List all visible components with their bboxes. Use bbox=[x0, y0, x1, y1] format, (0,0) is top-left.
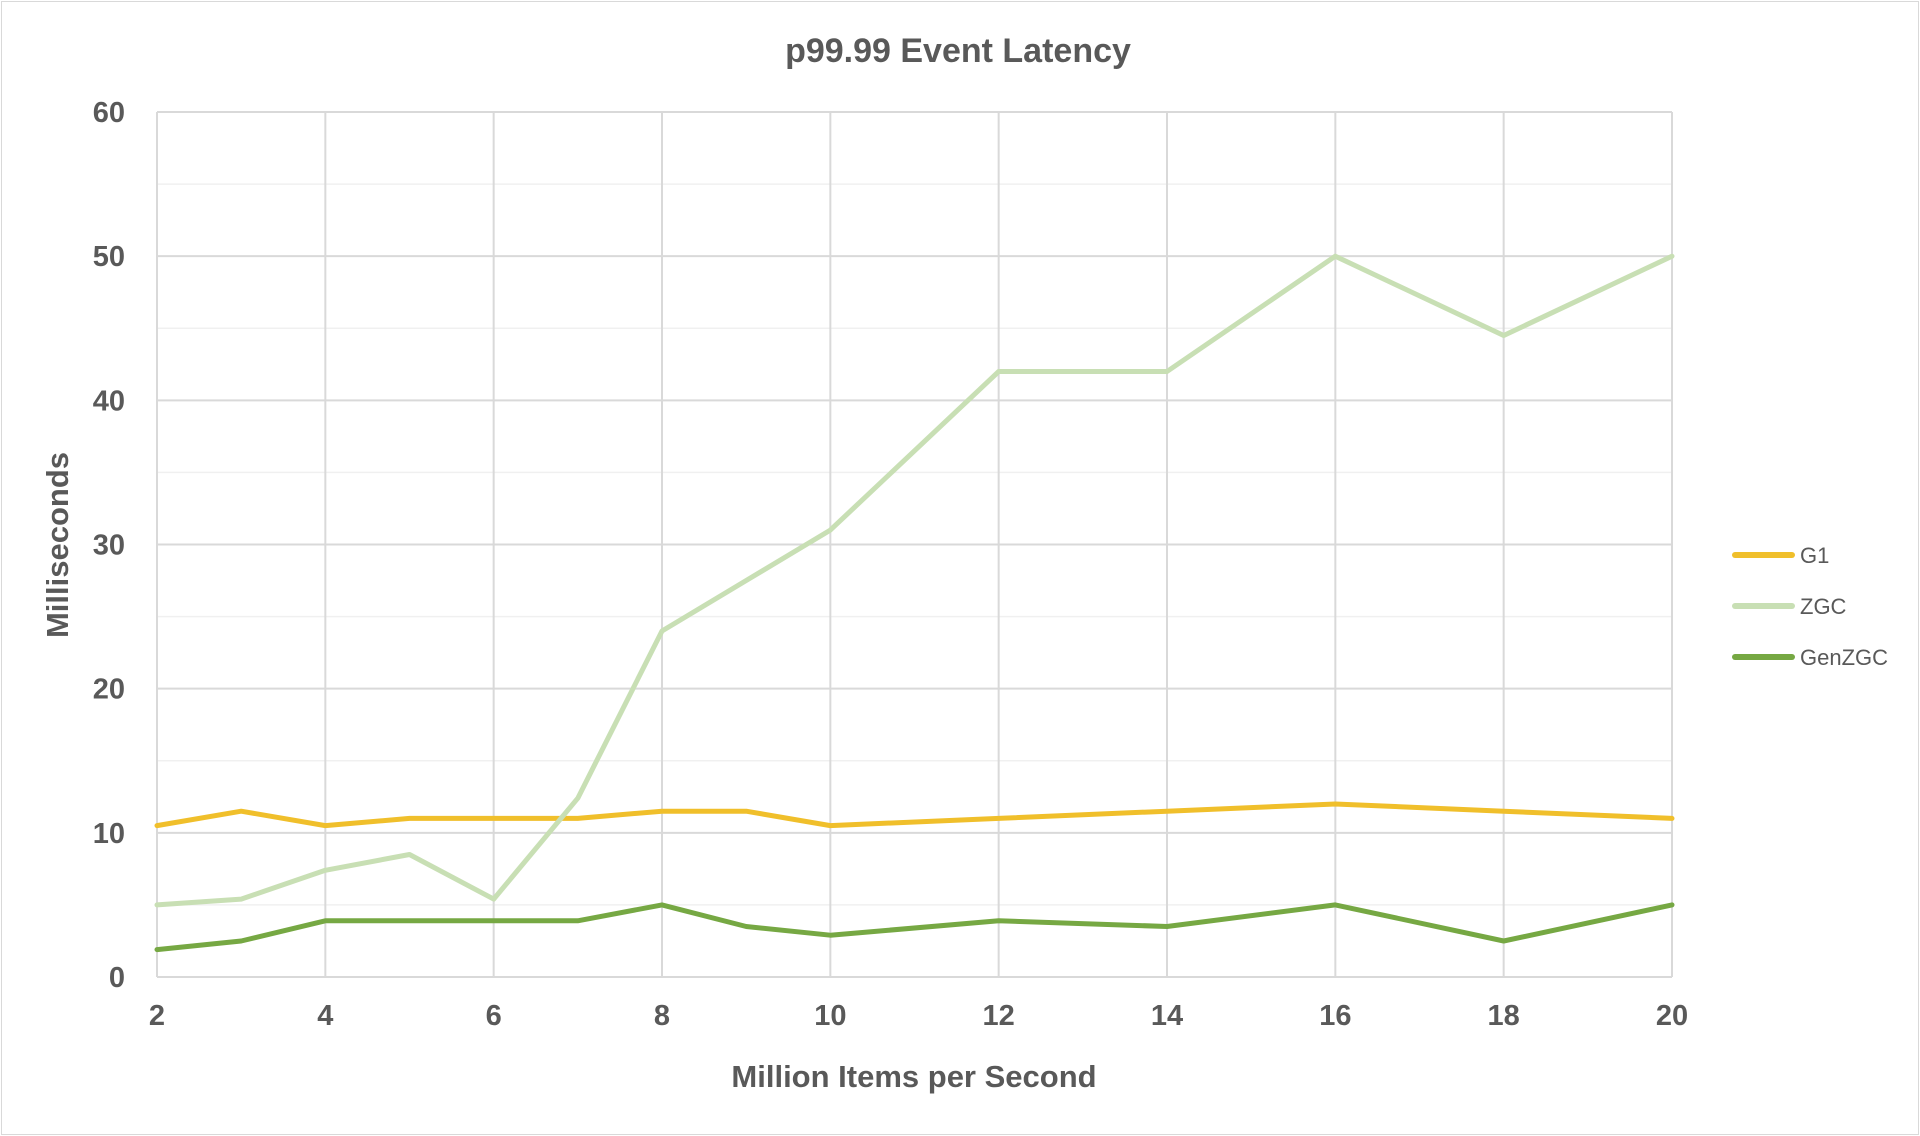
y-tick-label: 20 bbox=[93, 674, 125, 706]
x-tick-label: 18 bbox=[1488, 1000, 1520, 1032]
series-line-zgc bbox=[154, 253, 1675, 908]
x-tick-label: 2 bbox=[149, 1000, 165, 1032]
x-tick-label: 20 bbox=[1656, 1000, 1688, 1032]
y-tick-label: 50 bbox=[93, 241, 125, 273]
y-tick-label: 0 bbox=[109, 962, 125, 994]
x-tick-label: 8 bbox=[654, 1000, 670, 1032]
x-tick-label: 6 bbox=[486, 1000, 502, 1032]
x-tick-label: 4 bbox=[317, 1000, 333, 1032]
y-tick-label: 40 bbox=[93, 385, 125, 417]
x-axis-tick-labels: 2 4 6 8 10 12 14 16 18 20 bbox=[149, 1000, 1688, 1032]
major-gridlines bbox=[156, 111, 1673, 978]
legend-label-zgc: ZGC bbox=[1800, 594, 1847, 619]
y-tick-label: 60 bbox=[93, 97, 125, 129]
x-axis-title: Million Items per Second bbox=[731, 1059, 1096, 1094]
legend: G1 ZGC GenZGC bbox=[1732, 543, 1888, 670]
y-axis-tick-labels: 0 10 20 30 40 50 60 bbox=[93, 97, 125, 994]
x-tick-label: 14 bbox=[1151, 1000, 1183, 1032]
y-tick-label: 10 bbox=[93, 818, 125, 850]
minor-gridlines bbox=[157, 183, 1672, 906]
y-axis-title: Milliseconds bbox=[40, 452, 75, 638]
x-tick-label: 16 bbox=[1319, 1000, 1351, 1032]
series-lines bbox=[154, 253, 1675, 953]
x-tick-label: 12 bbox=[983, 1000, 1015, 1032]
legend-label-g1: G1 bbox=[1800, 543, 1829, 568]
chart-title: p99.99 Event Latency bbox=[785, 32, 1131, 70]
y-tick-label: 30 bbox=[93, 530, 125, 562]
series-line-genzgc bbox=[154, 902, 1675, 953]
series-line-g1 bbox=[154, 801, 1675, 829]
legend-label-genzgc: GenZGC bbox=[1800, 645, 1888, 670]
x-tick-label: 10 bbox=[814, 1000, 846, 1032]
